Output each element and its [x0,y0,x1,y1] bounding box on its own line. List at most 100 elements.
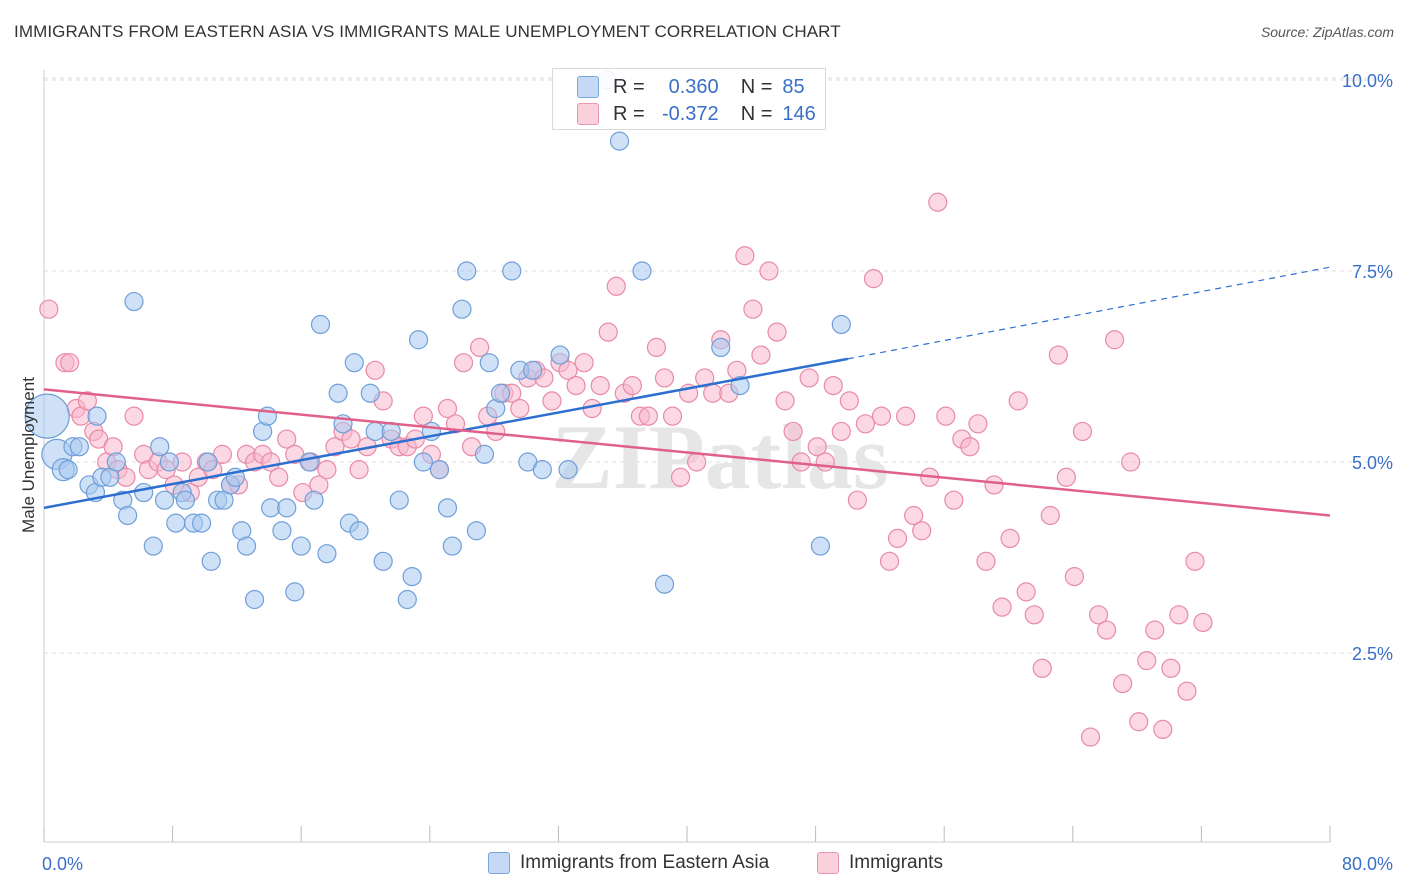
immigrants-point [879,551,900,571]
r-label: R = [613,75,645,98]
immigrants-point [1113,673,1133,694]
y-tick-label: 5.0% [1352,453,1393,473]
immigrants-point [566,376,586,396]
eastern-asia-point [236,536,257,556]
immigrants-point [1104,330,1125,350]
immigrants-point [1072,421,1093,442]
immigrants-point [1121,452,1141,472]
immigrants-point [1008,391,1028,411]
eastern-asia-point [106,452,126,472]
eastern-asia-point [609,131,630,151]
immigrants-point [1145,620,1165,640]
eastern-asia-point [532,460,552,480]
immigrants-point [823,376,843,396]
eastern-asia-point [437,498,458,518]
eastern-asia-point [310,314,331,335]
eastern-asia-point [344,353,364,373]
eastern-asia-point [831,314,851,335]
eastern-asia-point [550,345,570,365]
immigrants-point [703,383,723,403]
immigrants-point [1080,727,1101,747]
immigrants-point [277,429,297,449]
legend-item-immigrants[interactable]: Immigrants [817,852,943,874]
immigrants-point [1088,605,1109,625]
immigrants-point [269,467,289,487]
eastern-asia-point [479,353,499,373]
r-label: R = [613,102,645,125]
immigrants-point [486,421,506,442]
eastern-asia-point [442,536,462,556]
immigrants-point [912,521,932,541]
x-tick-label: 0.0% [42,854,83,874]
immigrants-point [510,398,530,419]
eastern-asia-point [291,536,311,556]
eastern-asia-point [154,490,175,510]
immigrants-point [783,421,803,442]
stats-legend-row-pink: R = -0.372 N = 146 [577,102,816,126]
eastern-asia-point [191,513,212,533]
eastern-asia-point [124,291,144,312]
immigrants-point [598,322,618,342]
eastern-asia-point [134,482,154,503]
immigrants-point [1024,605,1044,625]
immigrants-point [1000,528,1020,549]
eastern-asia-point [58,460,78,480]
eastern-asia-point [198,452,218,472]
immigrants-point [743,299,763,319]
chart-title: IMMIGRANTS FROM EASTERN ASIA VS IMMIGRAN… [14,22,841,41]
immigrants-point [60,353,80,373]
immigrants-point [1016,582,1036,602]
immigrants-point [325,437,345,457]
source-label: Source: ZipAtlas.com [1260,24,1394,40]
immigrants-point [453,353,474,373]
immigrants-point [799,368,819,388]
y-tick-label: 2.5% [1352,644,1393,664]
eastern-asia-trend-extension [847,266,1331,360]
immigrants-point [124,406,144,426]
eastern-asia-point [150,437,170,457]
eastern-asia-point [299,452,319,472]
eastern-asia-point [365,421,385,442]
immigrants-point [1032,658,1052,678]
immigrants-point [855,414,876,434]
immigrants-point [807,437,827,457]
immigrants-point [590,376,610,396]
eastern-asia-point [632,261,652,281]
stats-legend-row-blue: R = 0.360 N = 85 [577,75,805,99]
legend-swatch-blue [577,76,599,98]
eastern-asia-point [408,330,429,350]
eastern-asia-point [117,505,138,526]
immigrants-point [687,452,707,472]
eastern-asia-point [175,490,196,510]
legend-item-eastern-asia[interactable]: Immigrants from Eastern Asia [488,852,769,874]
immigrants-point [936,406,956,426]
r-value: -0.372 [661,102,719,125]
immigrants-point [317,460,337,480]
immigrants-point [831,421,851,442]
x-tick-label: 80.0% [1342,854,1393,874]
immigrants-point [815,452,835,472]
immigrants-point [976,551,996,571]
eastern-asia-point [523,360,543,380]
immigrants-points [39,192,1213,747]
immigrants-point [77,391,98,411]
eastern-asia-point [474,444,495,464]
eastern-asia-point [457,261,477,281]
eastern-asia-point [285,582,305,602]
legend-swatch-pink [577,103,599,125]
immigrants-point [984,475,1004,495]
eastern-asia-point [277,498,297,518]
immigrants-point [751,345,771,365]
eastern-asia-point [317,544,337,564]
eastern-asia-point [201,551,221,571]
immigrants-point [775,391,795,411]
immigrants-point [767,322,787,342]
eastern-asia-point [810,536,831,556]
eastern-asia-point [304,490,324,510]
immigrants-point [735,246,755,266]
immigrants-point [847,490,867,510]
immigrants-point [887,528,908,549]
eastern-asia-point [413,452,433,472]
immigrants-point [1048,345,1068,365]
immigrants-point [662,406,683,426]
